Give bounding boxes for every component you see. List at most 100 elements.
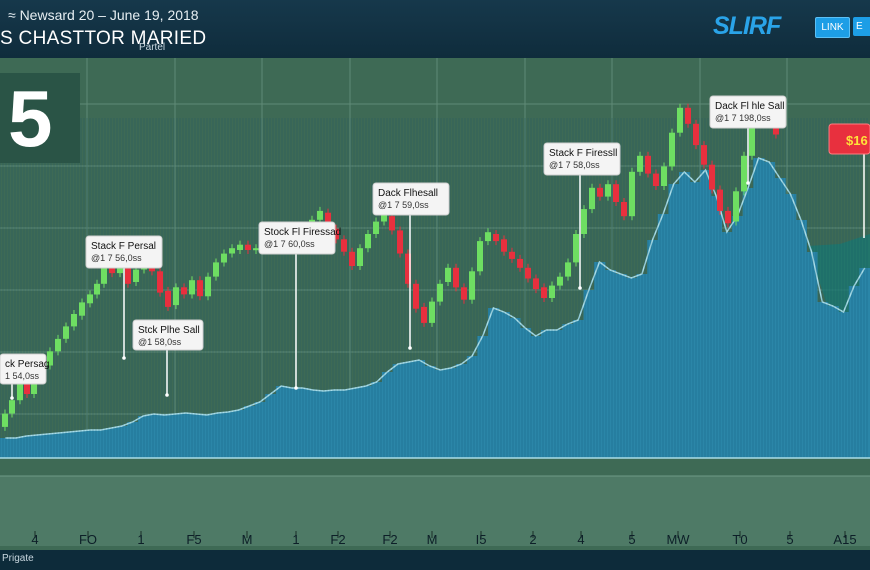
annotation: Stack F Persal@1 7 56,0ss xyxy=(85,235,163,360)
extra-button[interactable]: E xyxy=(853,17,870,36)
candle-up xyxy=(477,241,483,272)
volume-bar xyxy=(169,414,181,458)
volume-bar xyxy=(350,388,362,458)
candle-up xyxy=(94,283,100,295)
volume-bar xyxy=(827,306,839,458)
candle-up xyxy=(485,232,491,242)
candle-down xyxy=(157,271,163,293)
annotation-title: Dack Fl hle Sall xyxy=(715,101,784,112)
candle-up xyxy=(565,262,571,277)
volume-bar xyxy=(615,274,627,458)
volume-bar xyxy=(466,356,479,458)
candle-up xyxy=(357,248,363,266)
x-tick-label: 1 xyxy=(137,532,144,547)
volume-bar xyxy=(636,274,648,458)
annotation-point xyxy=(294,386,298,390)
volume-bar xyxy=(371,382,383,458)
candle-up xyxy=(213,262,219,277)
candle-up xyxy=(17,382,23,401)
candle-down xyxy=(509,251,515,259)
volume-bar xyxy=(519,328,532,458)
volume-bar xyxy=(848,286,860,458)
candle-up xyxy=(573,234,579,263)
volume-bar xyxy=(21,436,33,458)
candle-up xyxy=(9,400,15,414)
x-tick-label: M xyxy=(242,532,253,547)
volume-bar xyxy=(774,178,786,458)
candle-up xyxy=(117,266,123,274)
volume-bar xyxy=(647,240,659,458)
x-tick-label: 1 xyxy=(292,532,299,547)
candle-up xyxy=(581,209,587,234)
volume-bar xyxy=(159,415,171,458)
annotation-box xyxy=(0,353,47,385)
volume-bar xyxy=(710,196,723,458)
volume-bar xyxy=(286,388,298,458)
candle-down xyxy=(525,267,531,279)
annotation-box xyxy=(372,182,450,216)
link-button[interactable]: LINK xyxy=(815,17,850,38)
candle-up xyxy=(189,280,195,295)
price-tag: $16 xyxy=(828,123,870,238)
volume-bar xyxy=(816,302,829,458)
annotation-title: Stack F Persal xyxy=(91,241,156,252)
stock-chart: 4 FO 1 F5 M 1 F2 F2 M I5 2 4 5 MW T0 5 A15 Stack F Persal… xyxy=(0,58,870,550)
volume-bar xyxy=(477,336,489,458)
candle-down xyxy=(389,216,395,231)
annotation-title: Stack F Firessll xyxy=(549,148,617,159)
candle-down xyxy=(685,107,691,124)
volume-bar xyxy=(488,308,500,458)
candle-down xyxy=(453,267,459,288)
candle-down xyxy=(197,280,203,297)
volume-bar xyxy=(795,220,807,458)
volume-outline xyxy=(5,157,866,439)
x-tick-label: 5 xyxy=(786,532,793,547)
x-tick-labels: 4 FO 1 F5 M 1 F2 F2 M I5 2 4 5 MW T0 5 A15 xyxy=(31,531,857,547)
footer-label: Prigate xyxy=(2,553,34,564)
volume-bar xyxy=(222,412,235,458)
header-date: ≈ Newsard 20⁠ – June 19, 2018 xyxy=(8,7,199,23)
volume-bar xyxy=(435,370,447,458)
annotation-subtitle: @1 7 58,0ss xyxy=(549,160,600,170)
volume-bar xyxy=(318,391,330,458)
annotation-point xyxy=(408,346,412,350)
candle-down xyxy=(413,283,419,309)
candle-down xyxy=(501,239,507,252)
volume-bar xyxy=(753,158,765,458)
volume-bar xyxy=(456,364,468,458)
x-tick-label: MW xyxy=(666,532,690,547)
annotation-subtitle: @1 58,0ss xyxy=(138,337,182,347)
candle-up xyxy=(429,301,435,323)
volume-bar xyxy=(742,188,754,458)
candle-up xyxy=(87,294,93,304)
chart-subtitle: Partel xyxy=(139,42,166,53)
volume-bar xyxy=(732,216,744,458)
annotation: Stck Plhe Sall@1 58,0ss xyxy=(132,319,204,397)
x-tick-label: M xyxy=(427,532,438,547)
volume-bar xyxy=(106,428,118,458)
volume-bar xyxy=(509,318,521,458)
candle-up xyxy=(629,171,635,217)
annotation-box xyxy=(85,235,163,269)
volume-bar xyxy=(148,414,160,458)
candle-up xyxy=(373,221,379,234)
volume-bar xyxy=(63,432,75,458)
annotation-box xyxy=(132,319,204,351)
annotation: Stock Fl Firessad@1 7 60,0ss xyxy=(258,221,341,390)
candle-down xyxy=(613,184,619,202)
volume-bar xyxy=(53,433,65,458)
volume-bars xyxy=(0,158,870,458)
candle-up xyxy=(381,214,387,222)
candle-up xyxy=(221,253,227,263)
annotation-subtitle: @1 7 198,0ss xyxy=(715,113,771,123)
candle-up xyxy=(605,184,611,197)
candle-up xyxy=(205,276,211,297)
annotation-subtitle: @1 7 60,0ss xyxy=(264,239,315,249)
annotation-subtitle: @1 7 56,0ss xyxy=(91,253,142,263)
volume-bar xyxy=(859,268,870,458)
x-tick-label: A15 xyxy=(833,532,856,547)
x-axis-strip xyxy=(0,476,870,546)
volume-bar xyxy=(339,390,351,458)
